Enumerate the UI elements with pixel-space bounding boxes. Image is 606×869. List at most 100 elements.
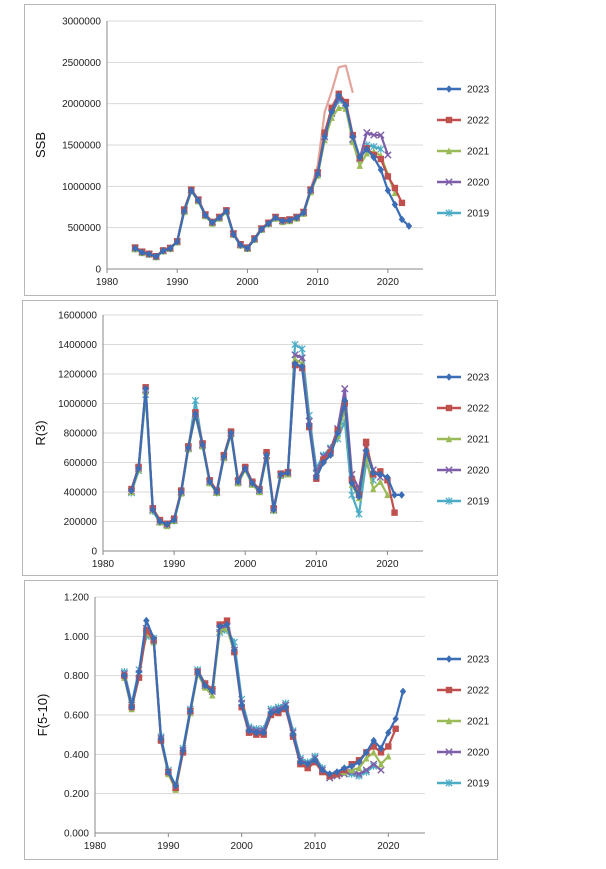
legend-label-2022: 2022 (467, 116, 490, 127)
series-2023-point (234, 477, 242, 486)
ssb-chart-panel: 0 500000 1000000 1500000 2000000 2500000 30000… (24, 4, 496, 296)
series-2020-point (384, 151, 392, 159)
legend-marker-2023 (445, 85, 453, 93)
series-2023-point (195, 196, 202, 205)
legend-marker-2020 (445, 178, 453, 186)
series-group (120, 616, 407, 793)
series-2023-point (138, 248, 146, 257)
series-2020 (127, 351, 385, 529)
series-2023-point (216, 213, 223, 222)
legend-marker-2019 (445, 497, 453, 505)
series-2023-point (398, 491, 405, 499)
series-2023-point (289, 730, 297, 739)
y-tick-label: 800000 (64, 429, 98, 440)
series-2023-point (377, 166, 385, 174)
series-2023-point (370, 153, 378, 162)
series-2019-point (377, 145, 385, 153)
series-2022-point (321, 129, 328, 136)
legend-label-2019: 2019 (467, 497, 490, 508)
series-2023-point (377, 744, 385, 753)
series-2022-point (392, 725, 399, 732)
legend-label-2021: 2021 (467, 717, 490, 728)
series-2023-point (384, 186, 392, 195)
x-tick-label: 1990 (166, 277, 189, 288)
legend-label-2023: 2023 (467, 655, 490, 666)
series-2023-point (319, 766, 326, 774)
series-2023-point (363, 145, 371, 153)
series-2023-point (391, 491, 398, 499)
recruitment-chart: 0 200000 400000 600000 800000 1000000 1200000 1… (33, 311, 490, 571)
series-2022-point (377, 749, 385, 756)
y-tick-label: 1000000 (62, 182, 101, 193)
y-tick-label: 1400000 (58, 340, 97, 351)
series-2023-point (172, 782, 179, 790)
series-2023-point (384, 473, 391, 482)
legend-marker-2021 (445, 147, 453, 155)
y-axis-label: F(5-10) (35, 694, 50, 737)
x-tick-label: 2010 (305, 559, 328, 570)
legend-label-2023: 2023 (467, 373, 490, 384)
x-tick-label: 2000 (231, 841, 254, 852)
series-2023-point (286, 216, 293, 225)
series-2023-point (178, 488, 185, 496)
series-2023-point (256, 486, 263, 495)
series-2023-point (265, 219, 272, 228)
series-2023-point (398, 215, 406, 224)
series-2020-point (298, 354, 306, 362)
x-axis: 1980 1990 2000 2010 2020 (96, 269, 399, 288)
series-2023-point (355, 492, 363, 501)
series-2019-point (291, 340, 299, 349)
legend-label-2020: 2020 (467, 748, 490, 759)
series-2021-point (370, 748, 377, 756)
legend: 2023 2022 2021 2020 2019 (437, 373, 490, 508)
series-2023-point (201, 681, 209, 690)
series-2022 (121, 617, 399, 791)
series-2022-point (398, 199, 406, 207)
x-axis: 1980 1990 2000 2010 2020 (84, 833, 400, 852)
series-2023-point (405, 222, 413, 230)
y-tick-label: 400000 (64, 488, 98, 499)
series-2023-point (163, 520, 171, 529)
series-2023-point (188, 186, 195, 195)
y-tick-label: 2000000 (62, 99, 101, 110)
series-2023-point (135, 667, 143, 676)
series-2023-point (279, 217, 286, 225)
series-2023-point (237, 241, 244, 249)
series-2023-point (249, 479, 256, 487)
series-2023-point (275, 707, 282, 715)
series-2020-point (341, 385, 349, 393)
series-2022-point (370, 743, 377, 750)
series-2019-line (123, 629, 375, 787)
series-2020-point (370, 131, 378, 139)
series-2023-point (143, 616, 150, 625)
series-2023-point (370, 736, 377, 745)
series-2021 (131, 104, 399, 261)
series-2020-point (369, 760, 378, 768)
series-2023-point (377, 470, 384, 479)
series-2021-point (335, 104, 342, 111)
legend-label-2023: 2023 (467, 85, 490, 96)
series-2023-point (311, 756, 319, 765)
y-tick-label: 600000 (64, 458, 98, 469)
series-2023-point (220, 452, 228, 461)
y-axis: 0 500000 1000000 1500000 2000000 2500000 30000… (62, 17, 423, 276)
series-2023-point (335, 91, 342, 100)
series-2023 (128, 359, 405, 529)
series-2021-point (377, 477, 384, 485)
series-2023-point (293, 213, 300, 222)
legend-label-2021: 2021 (467, 435, 490, 446)
series-2023-point (306, 421, 313, 430)
series-2023-point (298, 362, 306, 371)
series-2023-point (348, 762, 355, 770)
y-tick-label: 0.600 (64, 711, 89, 722)
series-2022-point (143, 627, 150, 634)
y-tick-label: 200000 (64, 517, 98, 528)
series-2023-point (391, 200, 399, 209)
y-tick-label: 0.400 (64, 750, 89, 761)
series-2023-point (149, 505, 156, 514)
series-2022-point (377, 155, 385, 163)
x-tick-label: 2000 (236, 277, 259, 288)
series-2021 (128, 355, 391, 530)
series-2021-point (363, 754, 370, 762)
series-group (127, 340, 405, 530)
